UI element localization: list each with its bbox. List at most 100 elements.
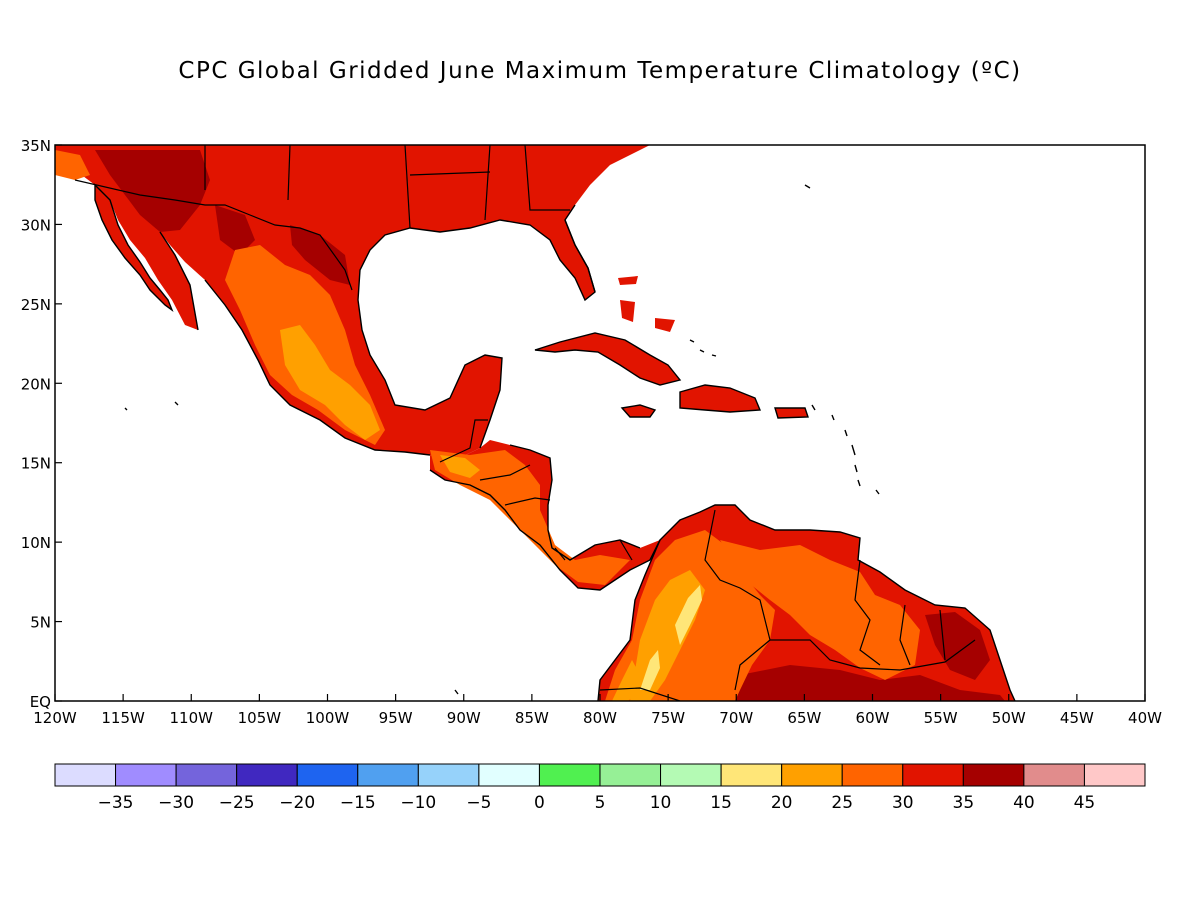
border-us-states-5 (524, 145, 570, 211)
border-venezuela-guyana (854, 559, 881, 666)
mild-mexico-plateau (280, 325, 380, 440)
lat-tick-label: EQ (30, 693, 51, 711)
border-central-america-1 (479, 464, 531, 481)
border-mexico-guatemala (439, 419, 488, 463)
colorbar-label: 0 (534, 793, 545, 813)
colorbar-label: −10 (400, 793, 436, 813)
lat-tick-label: 35N (21, 137, 51, 155)
land-mexico-us (55, 145, 650, 460)
colorbar-swatch (417, 763, 480, 787)
land-jamaica (622, 405, 655, 417)
border-us-states-3 (404, 145, 411, 229)
mild-guatemala (440, 455, 480, 478)
colorbar-label: 45 (1074, 793, 1096, 813)
colorbar-swatch (54, 763, 117, 787)
border-us-mexico (74, 179, 353, 291)
border-central-america-2 (504, 497, 551, 506)
warm-venezuela (720, 540, 920, 680)
colorbar-swatch (296, 763, 359, 787)
hot-chihuahua (215, 205, 255, 255)
colorbar-label: 30 (892, 793, 914, 813)
coast-puerto-rico (774, 407, 809, 419)
cool-andes-south (640, 650, 660, 690)
colorbar-swatch (1083, 763, 1146, 787)
cool-areas (640, 585, 702, 690)
lon-tick-label: 65W (787, 709, 821, 727)
coast-south-america (597, 504, 1016, 701)
colorbar-label: −35 (98, 793, 134, 813)
cool-andes-ridge (675, 585, 702, 645)
lon-tick-label: 75W (651, 709, 685, 727)
colorbar-swatch (1023, 763, 1085, 787)
colorbar-label: −20 (279, 793, 315, 813)
colorbar-label: 35 (953, 793, 975, 813)
country-borders (74, 145, 976, 701)
lon-tick-label: 85W (515, 709, 549, 727)
coast-hispaniola (679, 384, 762, 413)
border-colombia-venezuela (704, 509, 771, 691)
lon-tick-label: 90W (447, 709, 481, 727)
hot-areas (95, 150, 1005, 701)
lat-tick-label: 5N (30, 614, 51, 632)
colorbar-label: 10 (650, 793, 672, 813)
land-bahamas-2 (620, 300, 635, 322)
lon-tick-label: 80W (583, 709, 617, 727)
lat-tick-label: 15N (21, 455, 51, 473)
lon-tick-label: 110W (170, 709, 214, 727)
colorbar-label: −5 (466, 793, 491, 813)
hot-sonora (95, 150, 210, 232)
lon-tick-label: 95W (379, 709, 413, 727)
hot-sierra-madre-east (290, 225, 350, 285)
coast-cuba (534, 332, 682, 386)
colorbar-label: −25 (219, 793, 255, 813)
coast-jamaica (620, 404, 657, 418)
warm-central-america (430, 450, 630, 585)
border-brazil (770, 639, 976, 671)
colorbar-swatch (538, 763, 601, 787)
lon-tick-label: 60W (856, 709, 890, 727)
coast-baja (94, 183, 174, 312)
hot-guiana (925, 612, 990, 680)
coast-caribbean-ca (509, 444, 641, 561)
colorbar-swatch (115, 763, 177, 787)
border-us-states-6 (409, 171, 491, 176)
lon-tick-label: 70W (719, 709, 753, 727)
border-us-states-2 (287, 145, 291, 201)
colorbar-label: 25 (831, 793, 853, 813)
colorbar-label: −30 (158, 793, 194, 813)
border-guyana-suriname (899, 604, 911, 666)
colorbar-swatch (236, 763, 298, 787)
coast-lesser-antilles (811, 404, 880, 495)
map-title: CPC Global Gridded June Maximum Temperat… (178, 58, 1022, 84)
coast-pacific-mexico (159, 231, 431, 456)
colorbar-label: 15 (710, 793, 732, 813)
coast-small-islands (124, 184, 811, 695)
coast-gulf-of-mexico (357, 204, 596, 449)
lon-tick-label: 40W (1128, 709, 1162, 727)
lat-tick-label: 10N (21, 534, 51, 552)
colorbar-label: 40 (1013, 793, 1035, 813)
colorbar-swatch (478, 763, 540, 787)
colorbar-swatch (357, 763, 419, 787)
lon-tick-label: 55W (924, 709, 958, 727)
coast-central-america (429, 469, 661, 591)
lat-tick-label: 20N (21, 375, 51, 393)
lat-tick-label: 30N (21, 216, 51, 234)
colorbar-label: −15 (340, 793, 376, 813)
colorbar-swatch (175, 763, 238, 787)
hot-amazon-south (735, 665, 1005, 701)
colorbar-swatch (781, 763, 843, 787)
lon-tick-label: 105W (238, 709, 282, 727)
border-us-states-4 (484, 145, 491, 221)
colorbar-swatch (962, 763, 1025, 787)
longitude-axis: 120W 115W 110W 105W 100W 95W 90W 85W 80W 75W 70W 65… (33, 694, 1162, 727)
lon-tick-label: 120W (33, 709, 77, 727)
lon-tick-label: 115W (101, 709, 145, 727)
border-ecuador-peru (599, 687, 681, 701)
warm-us-southwest (55, 150, 90, 180)
colorbar-swatch (841, 763, 904, 787)
border-panama-colombia (619, 539, 633, 561)
colorbar-label: 5 (595, 793, 606, 813)
land-cuba (535, 333, 680, 385)
lon-tick-label: 45W (1060, 709, 1094, 727)
